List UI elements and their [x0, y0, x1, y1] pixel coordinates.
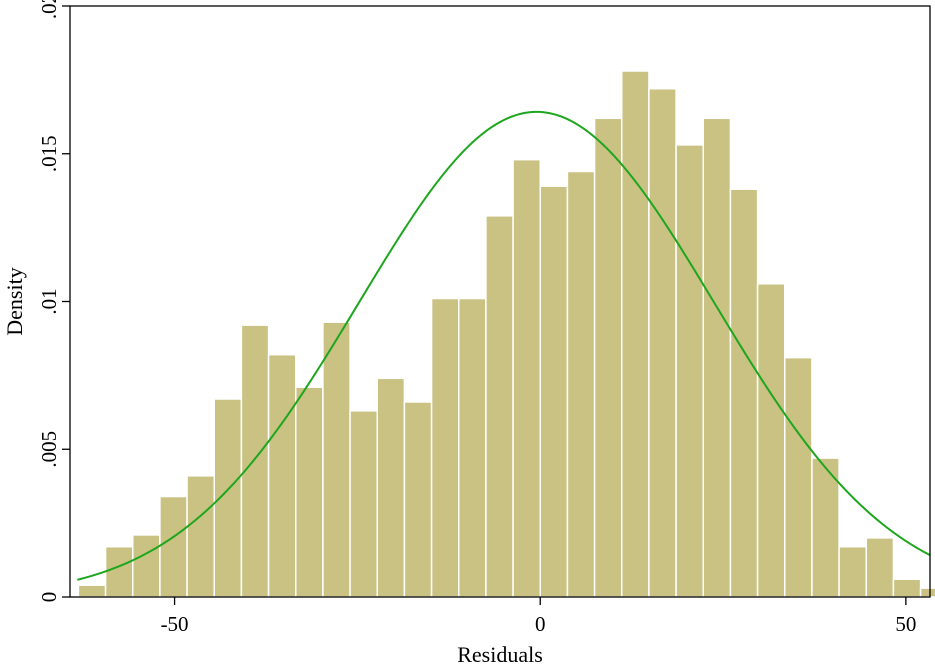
histogram-bar [566, 170, 596, 598]
histogram-bar [865, 537, 895, 598]
histogram-bar [485, 215, 514, 598]
histogram-bar [892, 578, 922, 598]
histogram-bar [919, 587, 935, 598]
y-tick-label: .01 [37, 288, 61, 314]
histogram-bar [240, 324, 270, 598]
y-axis: 0 .005 .01 .015 .02 [37, 0, 70, 602]
histogram-bar [621, 70, 650, 598]
histogram-bar [811, 457, 840, 598]
histogram-bar [458, 297, 487, 598]
x-axis: -50 0 50 [161, 597, 916, 636]
y-tick-label: 0 [37, 592, 61, 603]
histogram-bar [376, 377, 406, 598]
histogram-bar [702, 117, 732, 598]
histogram-bar [838, 546, 868, 598]
histogram-bar [593, 117, 623, 598]
histogram-bar [267, 353, 297, 598]
y-tick-label: .005 [37, 431, 61, 468]
histogram-bar [104, 546, 134, 598]
histogram-bars [77, 70, 935, 598]
histogram-bar [159, 495, 188, 598]
histogram-bar [295, 386, 324, 598]
x-tick-label: 50 [895, 612, 916, 636]
histogram-bar [784, 356, 813, 598]
histogram-bar [77, 584, 107, 598]
histogram-bar [729, 188, 759, 598]
x-tick-label: -50 [161, 612, 189, 636]
histogram-bar [512, 158, 542, 598]
histogram-bar [186, 475, 215, 598]
histogram-bar [322, 321, 351, 598]
histogram-bar [756, 283, 786, 598]
y-axis-title: Density [2, 267, 27, 335]
histogram-bar [430, 297, 460, 598]
histogram-bar [403, 401, 433, 598]
histogram-bar [675, 144, 705, 598]
y-tick-label: .015 [37, 135, 61, 172]
x-tick-label: 0 [535, 612, 546, 636]
y-tick-label: .02 [37, 0, 61, 19]
x-axis-title: Residuals [457, 642, 543, 665]
histogram-bar [539, 185, 569, 598]
histogram-bar [131, 534, 161, 598]
histogram-bar [349, 410, 379, 598]
normal-density-curve [77, 110, 931, 581]
histogram-bar [648, 87, 677, 598]
